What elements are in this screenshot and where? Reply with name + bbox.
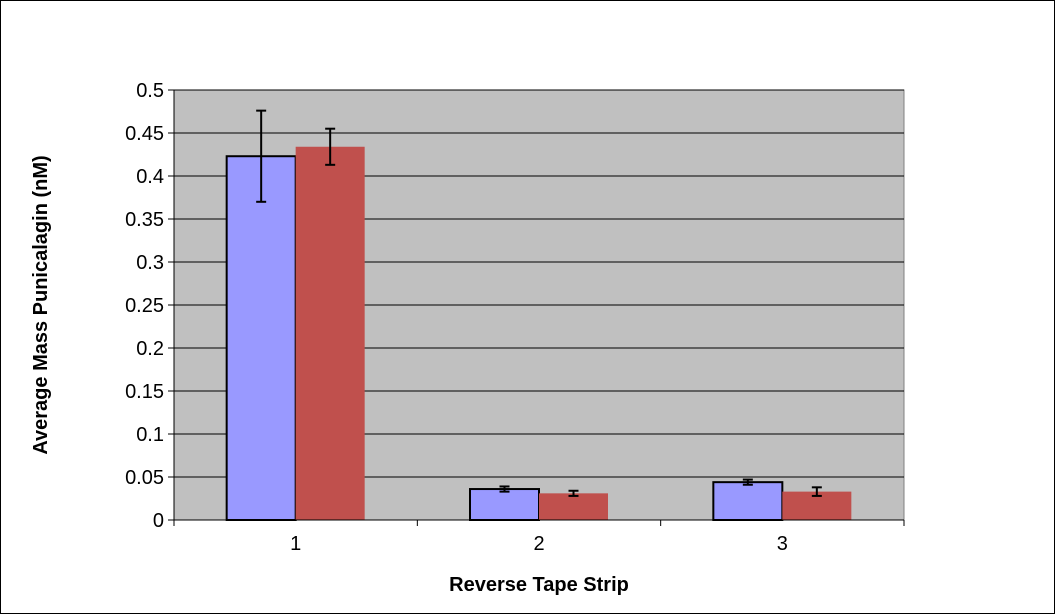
y-tick-label: 0 [153,510,164,532]
error-bar [256,109,267,203]
bar-series-2-cat-1 [295,146,365,520]
error-bar [742,478,753,486]
bar-series-1-cat-1 [225,155,297,521]
y-tick-labels: 0 0.05 0.1 0.15 0.2 0.25 0.3 0.35 0.4 0.45 0.5 [125,80,164,532]
y-tick-label: 0.4 [136,166,164,188]
bar-series-1-cat-2 [469,488,540,522]
y-tick-label: 0.1 [136,424,164,446]
error-bar [499,485,510,493]
bar-series-1-cat-3 [712,481,784,522]
y-tick-label: 0.2 [136,338,164,360]
y-tick-label: 0.25 [125,295,164,317]
y-tick-label: 0.35 [125,209,164,231]
y-axis-title: Average Mass Punicalagin (nM) [30,155,52,454]
y-tick-label: 0.3 [136,252,164,274]
y-tick-label: 0.5 [136,80,164,102]
y-tick-label: 0.05 [125,467,164,489]
error-bar [811,486,822,497]
error-bars [256,109,822,497]
error-bar [568,489,579,497]
error-bar [325,127,336,166]
x-tick-label: 2 [533,533,544,555]
axes [168,89,905,526]
x-tick-labels: 1 2 3 [290,533,788,555]
x-tick-label: 3 [777,533,788,555]
x-tick-label: 1 [290,533,301,555]
y-tick-label: 0.15 [125,381,164,403]
bar-series-2-cat-2 [539,493,608,520]
x-axis-title: Reverse Tape Strip [449,574,629,596]
y-tick-label: 0.45 [125,123,164,145]
